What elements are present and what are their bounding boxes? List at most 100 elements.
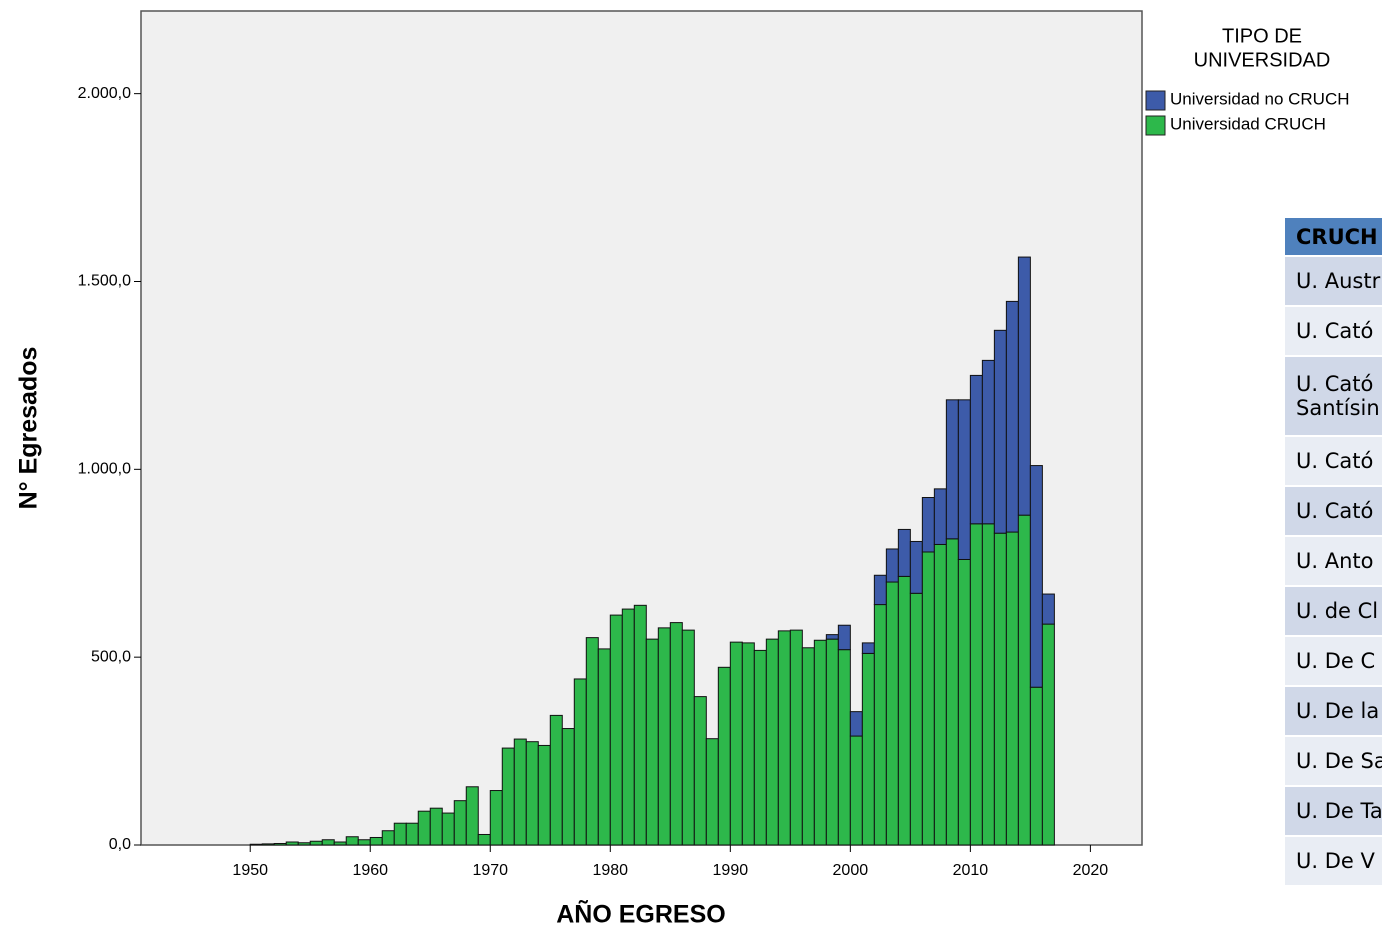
bar-segment bbox=[417, 810, 431, 846]
x-tick-label: 1970 bbox=[472, 862, 508, 879]
bar-segment bbox=[381, 830, 395, 846]
cell-text: U. Austr bbox=[1296, 269, 1381, 293]
bar-segment bbox=[993, 532, 1007, 846]
bar-segment bbox=[273, 842, 287, 846]
bar-segment bbox=[429, 807, 443, 846]
legend-label: Universidad no CRUCH bbox=[1170, 89, 1350, 108]
table-row: U. De V bbox=[1285, 837, 1382, 887]
cell-text: U. de Cl bbox=[1296, 599, 1379, 623]
bar-segment bbox=[609, 614, 623, 846]
bar-segment bbox=[849, 735, 863, 846]
bar-segment bbox=[813, 639, 827, 846]
legend-title: UNIVERSIDAD bbox=[1194, 49, 1331, 71]
bar-segment bbox=[489, 790, 503, 846]
bar-segment bbox=[885, 581, 899, 846]
bar-segment bbox=[561, 728, 575, 846]
bar-segment bbox=[897, 528, 911, 577]
cell-text: U. Cató bbox=[1296, 499, 1374, 523]
bar-segment bbox=[669, 622, 683, 846]
bar-segment bbox=[597, 648, 611, 846]
bar-segment bbox=[861, 652, 875, 846]
table-row: U. De Ta bbox=[1285, 787, 1382, 837]
bar-segment bbox=[1029, 465, 1043, 688]
legend-swatch bbox=[1145, 90, 1166, 111]
bar-segment bbox=[1017, 514, 1031, 846]
bar-segment bbox=[909, 592, 923, 846]
bar-segment bbox=[1041, 593, 1055, 625]
bar-segment bbox=[1029, 686, 1043, 846]
bar-segment bbox=[321, 839, 335, 846]
bar-segment bbox=[261, 843, 275, 846]
legend-label: Universidad CRUCH bbox=[1170, 114, 1326, 133]
bar-segment bbox=[981, 359, 995, 525]
bar-segment bbox=[285, 841, 299, 846]
bar-segment bbox=[849, 711, 863, 737]
bar-segment bbox=[693, 696, 707, 846]
y-tick-label: 1.000,0 bbox=[78, 461, 131, 478]
bar-segment bbox=[369, 836, 383, 846]
bar-segment bbox=[249, 843, 263, 846]
table-row: U. Cató Santísin bbox=[1285, 357, 1382, 437]
legend-swatch bbox=[1145, 115, 1166, 136]
bar-segment bbox=[765, 638, 779, 846]
bar-segment bbox=[873, 604, 887, 846]
bar-segment bbox=[717, 666, 731, 846]
table-row: U. Anto bbox=[1285, 537, 1382, 587]
y-tick-label: 2.000,0 bbox=[78, 85, 131, 102]
bar-segment bbox=[837, 624, 851, 651]
table-row: U. Cató bbox=[1285, 437, 1382, 487]
bar-segment bbox=[969, 374, 983, 525]
bar-segment bbox=[573, 678, 587, 846]
y-axis-title: N° Egresados bbox=[15, 347, 43, 510]
bar-segment bbox=[513, 738, 527, 846]
bar-segment bbox=[897, 575, 911, 846]
bar-segment bbox=[297, 842, 311, 846]
bar-segment bbox=[537, 744, 551, 846]
cell-text: U. De Ta bbox=[1296, 799, 1382, 823]
x-tick-label: 1960 bbox=[352, 862, 388, 879]
table-row: U. De C bbox=[1285, 637, 1382, 687]
bar-segment bbox=[345, 836, 359, 846]
x-tick-label: 2000 bbox=[833, 862, 869, 879]
cell-text: U. Cató bbox=[1296, 319, 1374, 343]
cell-text: U. De Sa bbox=[1296, 749, 1382, 773]
y-tick-label: 1.500,0 bbox=[78, 273, 131, 290]
bar-segment bbox=[921, 497, 935, 553]
cell-text: U. Cató bbox=[1296, 449, 1374, 473]
x-tick-label: 1950 bbox=[232, 862, 268, 879]
bar-segment bbox=[621, 608, 635, 846]
bar-segment bbox=[777, 630, 791, 846]
bar-segment bbox=[681, 629, 695, 846]
bar-segment bbox=[933, 543, 947, 846]
bar-segment bbox=[753, 649, 767, 846]
bar-segment bbox=[477, 833, 491, 846]
bar-segment bbox=[981, 523, 995, 846]
legend-title: TIPO DE bbox=[1222, 25, 1302, 47]
table-row: U. Austr bbox=[1285, 257, 1382, 307]
table-row: U. De Sa bbox=[1285, 737, 1382, 787]
bar-segment bbox=[969, 523, 983, 846]
table-header: CRUCH bbox=[1285, 218, 1382, 257]
table-row: U. De la bbox=[1285, 687, 1382, 737]
bar-segment bbox=[1041, 623, 1055, 846]
x-tick-label: 1980 bbox=[592, 862, 628, 879]
bar-segment bbox=[1005, 300, 1019, 533]
bar-segment bbox=[453, 800, 467, 846]
table-row: U. Cató bbox=[1285, 487, 1382, 537]
bar-segment bbox=[657, 627, 671, 846]
bar-segment bbox=[873, 574, 887, 606]
bar-segment bbox=[909, 540, 923, 594]
bar-segment bbox=[393, 822, 407, 846]
x-tick-label: 2010 bbox=[953, 862, 989, 879]
bar-segment bbox=[705, 738, 719, 846]
bar-segment bbox=[525, 741, 539, 846]
bar-segment bbox=[861, 642, 875, 654]
bar-segment bbox=[357, 839, 371, 846]
bar-segment bbox=[993, 329, 1007, 534]
bar-segment bbox=[405, 822, 419, 846]
bar-segment bbox=[333, 841, 347, 846]
bar-segment bbox=[585, 637, 599, 846]
table-row: U. Cató bbox=[1285, 307, 1382, 357]
